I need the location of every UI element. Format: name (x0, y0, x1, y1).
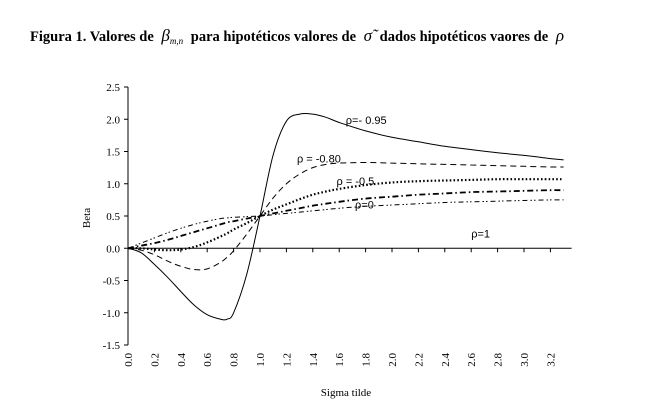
x-tick-label: 1.0 (255, 353, 267, 367)
series-line (127, 161, 564, 271)
x-tick-label: 0.0 (123, 353, 135, 367)
x-axis-title: Sigma tilde (321, 387, 372, 399)
title-prefix: Figura 1. Valores de (30, 29, 154, 45)
y-tick-label: 1.5 (106, 147, 120, 159)
figure-title: Figura 1. Valores de βm,n para hipotétic… (30, 26, 568, 46)
series-label: ρ = -0.80 (297, 153, 341, 165)
x-tick-label: 1.2 (281, 353, 293, 367)
labels-layer: ρ=- 0.95 ρ = -0.80 ρ = -0.5 ρ=0 ρ=1 (297, 115, 490, 241)
x-tick-label: 2.8 (493, 353, 505, 367)
y-tick-label: -0.5 (103, 276, 121, 288)
y-tick-label: -1.5 (103, 340, 121, 352)
series-label: ρ=- 0.95 (346, 115, 387, 127)
x-tick-label: 3.0 (519, 353, 531, 367)
x-tick-label: 3.2 (545, 353, 557, 367)
title-suffix: dados hipotéticos vaores de (379, 29, 549, 45)
x-tick-label: 0.6 (202, 353, 214, 367)
y-tick-label: -1.0 (103, 308, 121, 320)
x-tick-label: 0.4 (176, 353, 188, 367)
y-tick-label: 2.0 (106, 114, 120, 126)
x-tick-label: 1.6 (334, 353, 346, 367)
x-tick-label: 0.2 (149, 353, 161, 367)
x-tick-label: 2.2 (413, 353, 425, 367)
x-tick-label: 0.8 (229, 353, 241, 367)
title-middle: para hipotéticos valores de (190, 29, 357, 45)
x-tick-label: 1.4 (308, 353, 320, 367)
series-label: ρ=0 (355, 199, 374, 211)
series-layer (127, 112, 564, 321)
y-tick-label: 0.5 (106, 211, 120, 223)
series-line (127, 199, 564, 249)
y-tick-label: 0.0 (106, 243, 120, 255)
series-label: ρ=1 (471, 228, 490, 240)
series-line (127, 178, 564, 252)
rho-symbol: ρ (555, 26, 564, 45)
y-tick-label: 1.0 (106, 179, 120, 191)
x-tick-label: 2.0 (387, 353, 399, 367)
sigma-symbol: σ̃ (363, 26, 373, 45)
y-axis: -1.5 -1.0 -0.5 0.0 0.5 1.0 1.5 2.0 2.5 (103, 82, 129, 352)
series-line (127, 189, 564, 250)
series-line (127, 112, 564, 321)
y-axis-title: Beta (81, 208, 93, 228)
y-tick-label: 2.5 (106, 82, 120, 94)
x-tick-label: 2.4 (440, 353, 452, 367)
x-axis: 0.0 0.2 0.4 0.6 0.8 1.0 1.2 1.4 1.6 1.8 2.0 2.2 2.4 2… (123, 247, 572, 367)
x-tick-label: 1.8 (361, 353, 373, 367)
series-label: ρ = -0.5 (337, 176, 375, 188)
beta-subscript: m,n (169, 36, 184, 46)
beta-symbol: βm,n (161, 26, 184, 46)
x-tick-label: 2.6 (466, 353, 478, 367)
